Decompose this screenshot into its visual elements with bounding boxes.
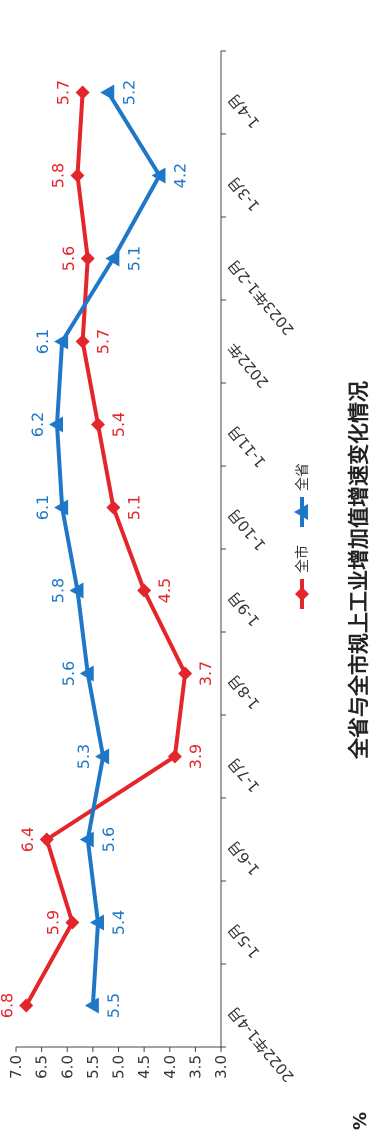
data-label: 6.4 <box>18 827 37 852</box>
data-point <box>39 832 54 847</box>
data-label: 4.2 <box>171 163 190 188</box>
y-tick-label: 6.5 <box>33 1055 51 1079</box>
x-tick-label: 1-9月 <box>224 588 263 630</box>
data-point <box>75 85 90 100</box>
data-point <box>75 334 90 349</box>
legend-marker <box>294 504 308 520</box>
y-tick-label: 7.0 <box>7 1055 25 1079</box>
data-point <box>79 665 94 682</box>
data-label: 5.5 <box>104 993 123 1018</box>
data-label: 5.4 <box>109 910 128 935</box>
data-point <box>151 167 166 184</box>
data-point <box>91 417 105 432</box>
x-tick-label: 1-11月 <box>224 422 269 471</box>
data-point <box>84 997 99 1014</box>
data-point <box>49 416 63 433</box>
x-tick-label: 1-7月 <box>224 754 263 796</box>
data-point <box>79 831 94 848</box>
data-point <box>105 250 120 267</box>
legend-marker <box>295 587 309 601</box>
data-label: 5.7 <box>94 329 113 354</box>
data-label: 3.7 <box>196 661 215 686</box>
data-point <box>80 251 95 266</box>
chart-title: 全省与全市规上工业增加值增速变化情况 <box>347 381 371 760</box>
unit-label: % <box>350 1112 371 1130</box>
data-label: 5.8 <box>49 578 68 603</box>
data-label: 5.1 <box>124 495 143 520</box>
y-tick-label: 4.5 <box>135 1055 153 1079</box>
data-label: 6.2 <box>28 412 47 437</box>
series-city <box>19 85 193 1013</box>
data-point <box>54 333 69 350</box>
x-tick-label: 1-5月 <box>224 920 263 962</box>
y-tick-label: 3.5 <box>186 1055 204 1079</box>
series-line <box>24 92 188 1007</box>
series-province <box>49 84 166 1014</box>
y-tick-label: 5.0 <box>110 1055 128 1079</box>
data-point <box>167 749 182 764</box>
data-point <box>69 582 84 599</box>
data-label: 6.1 <box>33 495 52 520</box>
y-tick-label: 4.0 <box>161 1055 179 1079</box>
series-layer: 6.8 5.9 6.4 3.9 3.7 4.5 5.1 5.4 5.7 5.6 5.8 5.7 5.5 5… <box>0 80 215 1018</box>
x-tick-label: 2022年 <box>224 339 272 391</box>
y-tick-label: 3.0 <box>212 1055 230 1079</box>
data-point <box>70 168 85 183</box>
data-label: 5.4 <box>109 412 128 437</box>
data-point <box>65 915 80 930</box>
x-tick-label: 1-8月 <box>224 671 263 713</box>
data-label: 5.3 <box>74 744 93 769</box>
data-label: 6.1 <box>33 329 52 354</box>
data-label: 5.6 <box>59 661 78 686</box>
data-point <box>19 998 34 1013</box>
data-point <box>100 84 115 101</box>
data-label: 5.7 <box>54 80 73 105</box>
data-label: 5.8 <box>49 163 68 188</box>
data-label: 4.5 <box>155 578 174 603</box>
legend-label: 全省 <box>294 463 311 491</box>
x-tick-label: 2023年1-2月 <box>224 256 297 339</box>
y-tick-label: 5.5 <box>84 1055 102 1079</box>
x-tick-label: 1-3月 <box>224 173 263 215</box>
data-label: 5.2 <box>119 80 138 105</box>
data-point <box>137 583 152 598</box>
data-label: 6.8 <box>0 993 16 1018</box>
data-point <box>95 748 110 765</box>
x-tick-label: 1-6月 <box>224 837 263 879</box>
data-label: 3.9 <box>186 744 205 769</box>
legend-label: 全市 <box>294 545 311 573</box>
series-line <box>55 91 162 1006</box>
x-tick-label: 1-4月 <box>224 90 263 132</box>
data-label: 5.6 <box>99 827 118 852</box>
data-point <box>178 666 193 681</box>
data-label: 5.6 <box>59 246 78 271</box>
x-tick-label: 1-10月 <box>224 505 269 554</box>
data-point <box>54 499 69 516</box>
data-point <box>90 914 104 931</box>
data-label: 5.9 <box>43 910 62 935</box>
x-tick-label: 2022年1-4月 <box>224 1003 297 1086</box>
data-point <box>106 500 121 515</box>
data-label: 5.1 <box>124 246 143 271</box>
y-tick-label: 6.0 <box>58 1055 76 1079</box>
